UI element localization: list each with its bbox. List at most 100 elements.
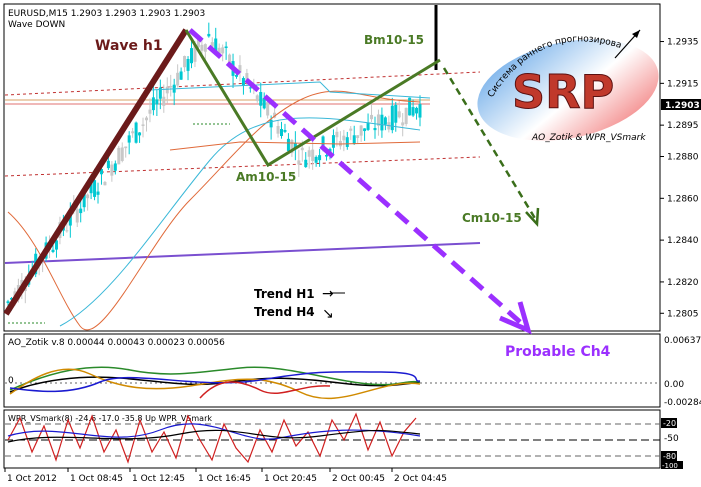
y-tick-label: 1.2895 — [667, 121, 699, 131]
candle-body — [169, 85, 173, 88]
wpr-tick-80: -80 — [663, 452, 676, 461]
candle-body — [106, 160, 110, 169]
candle-body — [383, 117, 387, 125]
candle-body — [96, 191, 100, 195]
candle-body — [75, 209, 79, 223]
candle-body — [155, 99, 159, 105]
candle-body — [401, 122, 405, 126]
candle-body — [345, 137, 349, 147]
candle-body — [120, 147, 124, 161]
candle-body — [162, 96, 166, 106]
candle-body — [356, 135, 360, 139]
cm-arrowhead-icon — [525, 207, 540, 228]
candle-body — [290, 140, 294, 154]
logo-footer-text: AO_Zotik & WPR_VSmark — [531, 133, 646, 143]
candle-body — [390, 105, 394, 131]
candle-body — [314, 156, 318, 163]
logo-arrowhead-icon — [632, 30, 640, 38]
candle-body — [276, 126, 280, 134]
candle-body — [176, 72, 180, 86]
candle-body — [196, 39, 200, 48]
current-price: 1.2903 — [665, 101, 700, 111]
candle-body — [134, 122, 138, 143]
trend-h1-label: Trend H1 — [254, 287, 315, 301]
candle-body — [335, 131, 339, 138]
candle-body — [370, 114, 374, 120]
trend-h1-arrow-icon: → — [322, 286, 334, 302]
candle-body — [283, 130, 287, 132]
main-panel-frame — [3, 3, 661, 332]
candle-body — [235, 74, 239, 77]
candle-body — [183, 56, 187, 68]
candle-body — [262, 97, 266, 109]
ao-panel-frame — [3, 333, 661, 408]
candle-body — [273, 112, 277, 118]
wave-annotations — [3, 28, 540, 335]
candle-body — [259, 92, 263, 106]
y-tick-label: 1.2840 — [667, 236, 699, 246]
ao-label: AO_Zotik v.8 0.00044 0.00043 0.00023 0.0… — [8, 338, 225, 348]
x-tick-label: 1 Oct 20:45 — [264, 474, 317, 484]
am-label: Am10-15 — [236, 170, 296, 184]
candle-body — [138, 132, 142, 136]
candle-body — [241, 78, 245, 86]
candle-body — [93, 180, 97, 197]
x-tick-label: 2 Oct 04:45 — [394, 474, 447, 484]
symbol-line: EURUSD,M15 1.2903 1.2903 1.2903 1.2903 — [8, 9, 205, 19]
candle-body — [148, 109, 152, 114]
candle-body — [6, 301, 10, 304]
ma-orange-lower — [169, 141, 421, 151]
current-price-box — [661, 99, 701, 110]
candle-body — [54, 240, 58, 250]
candle-body — [331, 135, 335, 148]
candle-body — [321, 136, 325, 147]
candle-body — [352, 135, 356, 145]
y-tick-label: 1.2915 — [667, 79, 699, 89]
candle-body — [269, 119, 273, 128]
candle-body — [113, 163, 117, 171]
x-tick-label: 1 Oct 2012 — [7, 474, 57, 484]
ma-orange — [7, 90, 421, 331]
wpr-line — [7, 423, 421, 440]
candle-body — [103, 181, 107, 186]
candle-body — [397, 111, 401, 118]
candle-body — [286, 138, 290, 152]
candle-body — [411, 107, 415, 116]
candle-body — [307, 150, 311, 157]
x-tick-label: 1 Oct 08:45 — [70, 474, 123, 484]
cm-label: Cm10-15 — [462, 211, 522, 225]
candle-body — [297, 160, 301, 165]
candle-body — [151, 97, 155, 111]
candle-body — [179, 71, 183, 80]
candle-body — [228, 54, 232, 65]
candle-body — [13, 291, 17, 296]
wpr-tick-20: -20 — [663, 419, 676, 428]
candle-body — [86, 194, 90, 199]
y-axis: 1.2935 1.2915 1.2895 1.2880 1.2860 1.2840 1.28… — [660, 38, 699, 319]
abc-wave-line — [184, 29, 441, 168]
candle-body — [144, 117, 148, 121]
candle-body — [127, 135, 131, 143]
candle-body — [165, 86, 169, 94]
ao-tick-bottom: -0.00284 — [664, 398, 701, 408]
wpr-tick-100: -100 — [662, 462, 678, 470]
candle-body — [248, 87, 252, 89]
wpr-indicator — [5, 412, 660, 464]
ao-indicator — [5, 366, 660, 400]
trend-h4-label: Trend H4 — [254, 305, 315, 319]
candle-body — [363, 128, 367, 132]
candle-body — [300, 147, 304, 151]
ao-line — [9, 371, 421, 393]
wpr-panel-frame — [3, 409, 661, 469]
candle-body — [110, 164, 114, 176]
candle-body — [221, 47, 225, 54]
candle-body — [189, 48, 193, 64]
candle-body — [245, 73, 249, 82]
candle-body — [224, 46, 228, 49]
subtitle: Wave DOWN — [8, 20, 65, 30]
y-tick-label: 1.2820 — [667, 278, 699, 288]
candle-body — [99, 169, 103, 175]
candle-body — [23, 287, 27, 292]
candle-body — [366, 123, 370, 130]
